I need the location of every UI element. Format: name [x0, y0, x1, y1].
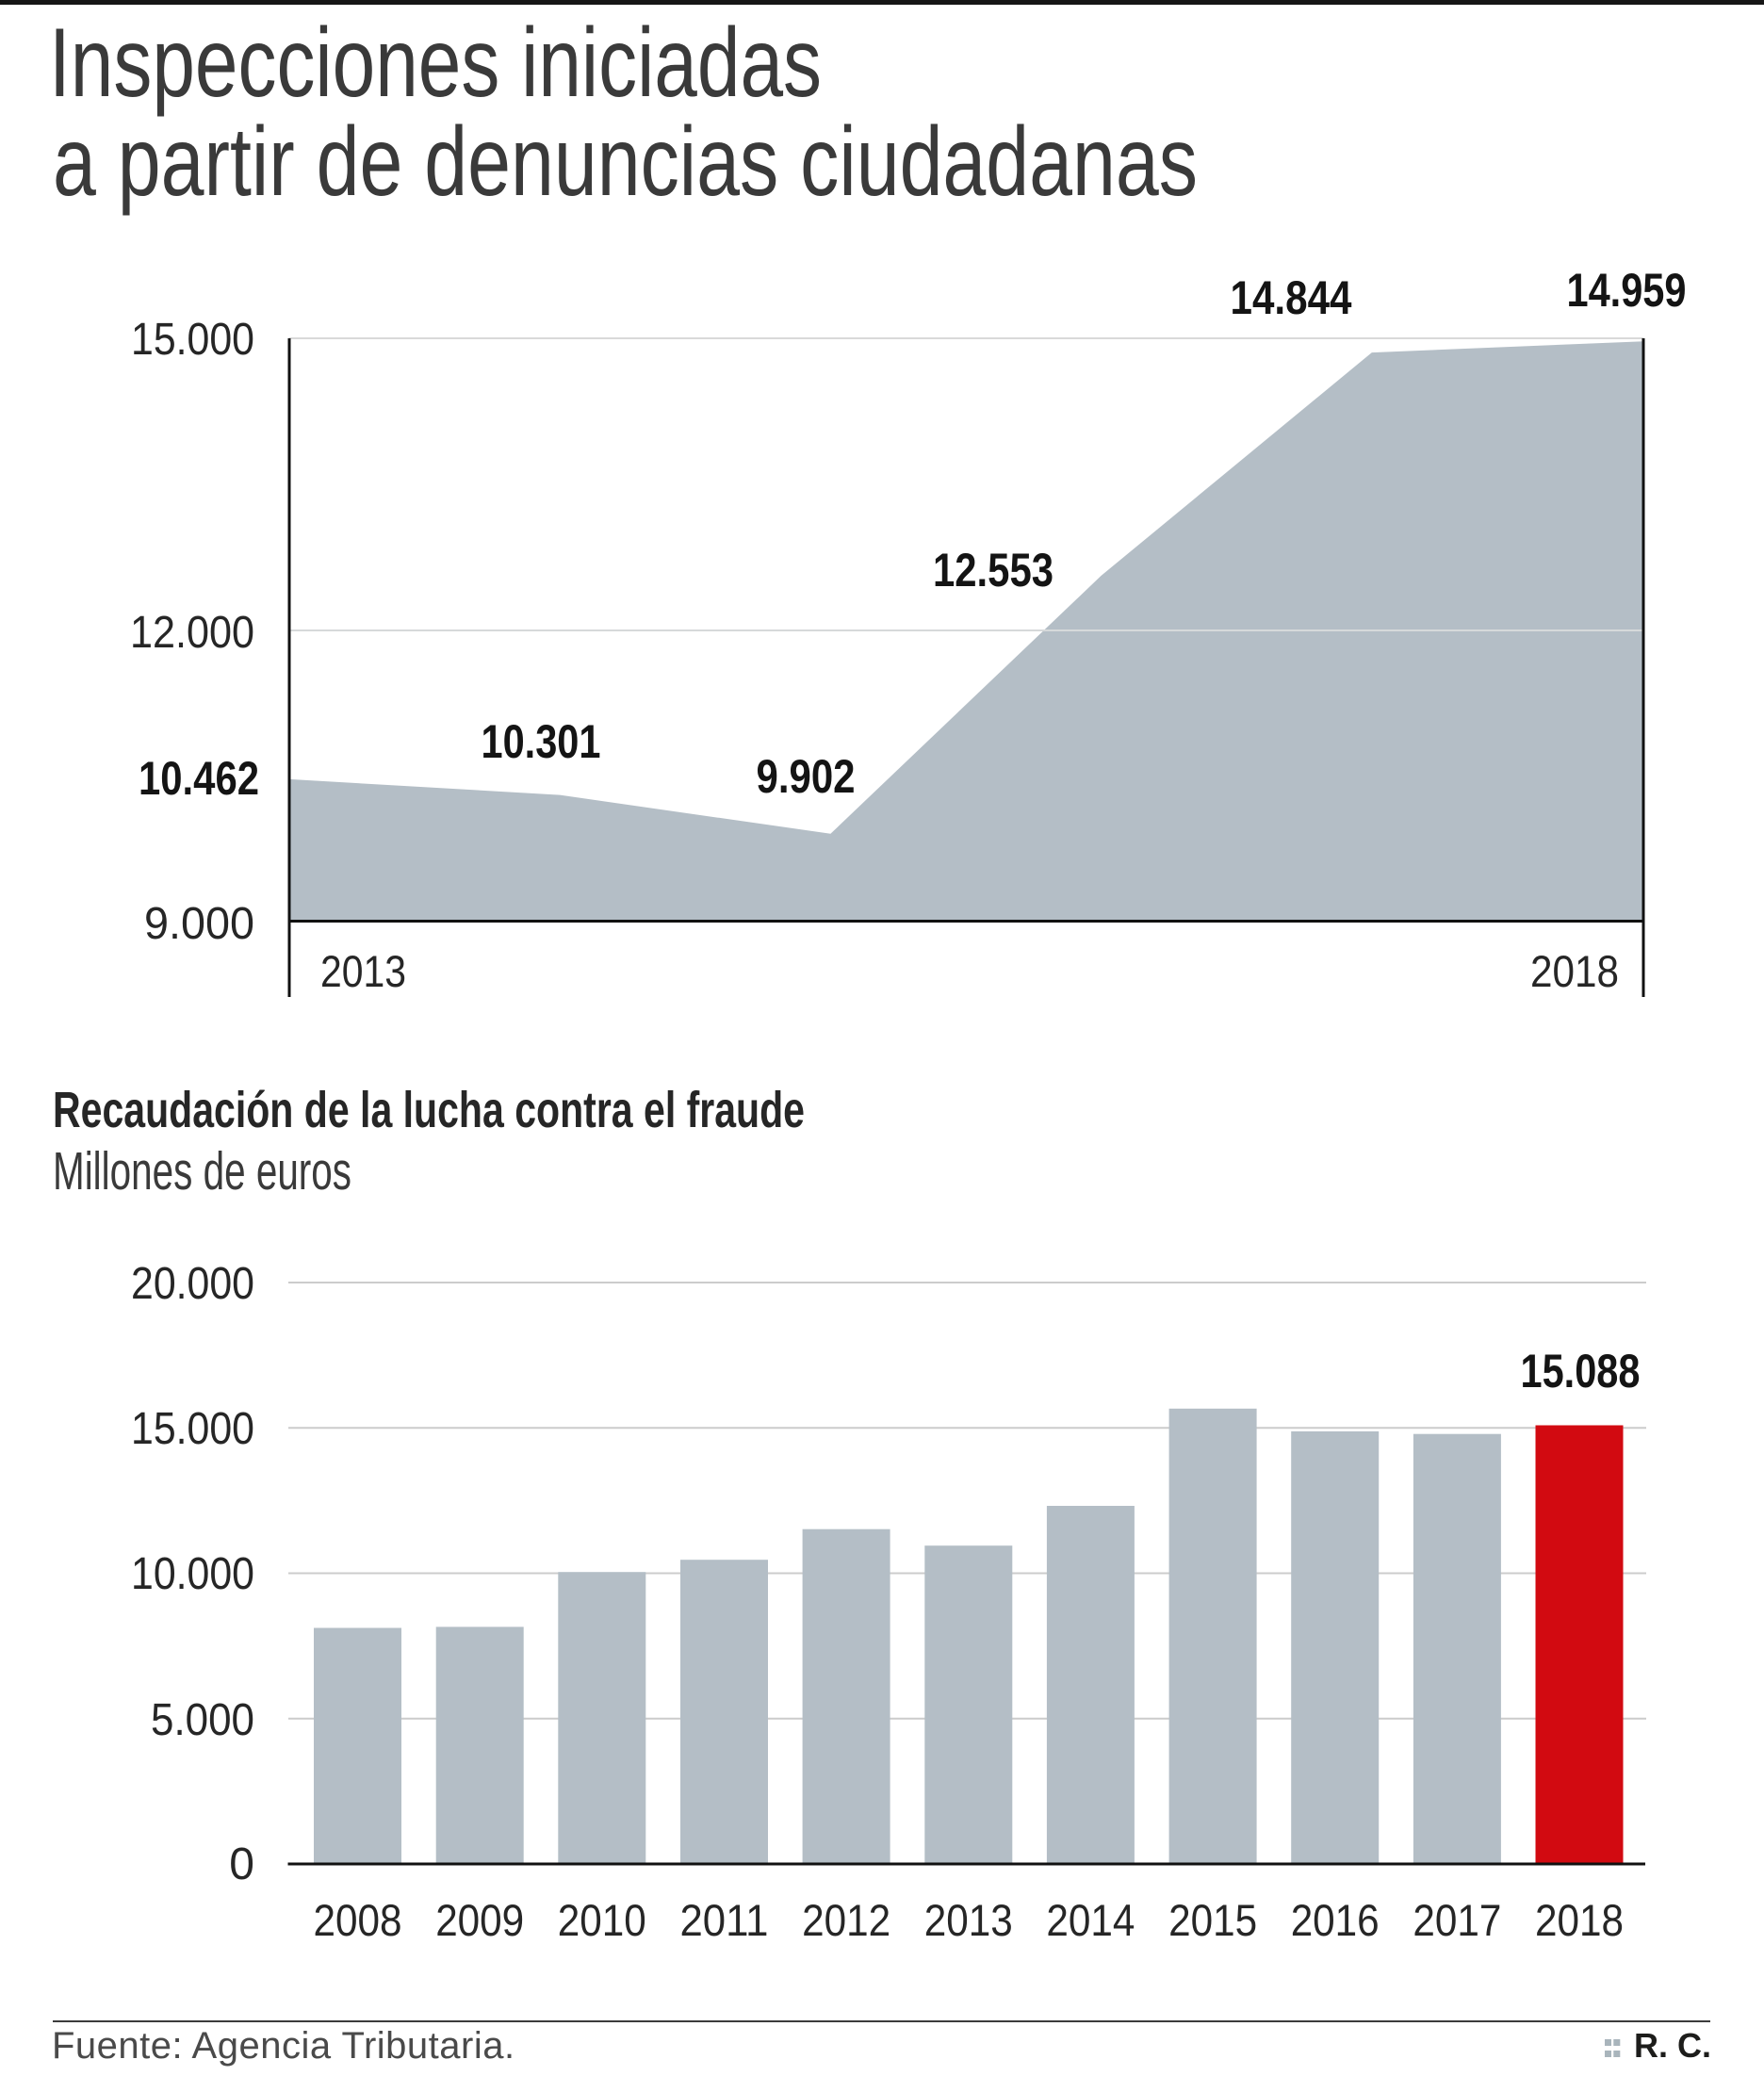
svg-text:2010: 2010 [558, 1895, 646, 1945]
svg-text:5.000: 5.000 [151, 1695, 254, 1745]
svg-text:Millones de euros: Millones de euros [53, 1141, 351, 1201]
svg-text:2018: 2018 [1535, 1895, 1624, 1945]
svg-text:0: 0 [229, 1839, 254, 1889]
svg-text:2013: 2013 [320, 946, 406, 996]
svg-text:12.553: 12.553 [933, 544, 1054, 597]
svg-text:2016: 2016 [1291, 1895, 1380, 1945]
svg-text:15.088: 15.088 [1521, 1345, 1641, 1397]
svg-text:2012: 2012 [802, 1895, 890, 1945]
svg-text:9.000: 9.000 [144, 899, 254, 949]
svg-text:Recaudación de la lucha contra: Recaudación de la lucha contra el fraude [53, 1082, 805, 1138]
svg-text:2011: 2011 [680, 1895, 769, 1945]
svg-text:10.000: 10.000 [131, 1549, 254, 1599]
svg-text:10.462: 10.462 [139, 752, 259, 805]
svg-text:2017: 2017 [1413, 1895, 1501, 1945]
svg-text:a partir de denuncias ciudadan: a partir de denuncias ciudadanas [53, 107, 1198, 217]
svg-text:Fuente: Agencia Tributaria.: Fuente: Agencia Tributaria. [52, 2025, 515, 2067]
svg-text:R. C.: R. C. [1634, 2026, 1711, 2065]
svg-text:2018: 2018 [1530, 946, 1619, 996]
svg-text:2015: 2015 [1168, 1895, 1257, 1945]
svg-text:2013: 2013 [924, 1895, 1013, 1945]
svg-text:12.000: 12.000 [130, 608, 254, 658]
svg-text:Inspecciones iniciadas: Inspecciones iniciadas [49, 8, 822, 118]
svg-text:14.959: 14.959 [1567, 264, 1687, 317]
svg-text:20.000: 20.000 [131, 1259, 254, 1309]
svg-text:15.000: 15.000 [131, 315, 254, 365]
svg-text:15.000: 15.000 [131, 1404, 254, 1454]
svg-text:2014: 2014 [1046, 1895, 1135, 1945]
svg-text:14.844: 14.844 [1231, 271, 1352, 324]
svg-text:9.902: 9.902 [757, 750, 856, 803]
svg-text:10.301: 10.301 [482, 715, 601, 768]
svg-text:2009: 2009 [435, 1895, 524, 1945]
svg-text:2008: 2008 [314, 1895, 402, 1945]
